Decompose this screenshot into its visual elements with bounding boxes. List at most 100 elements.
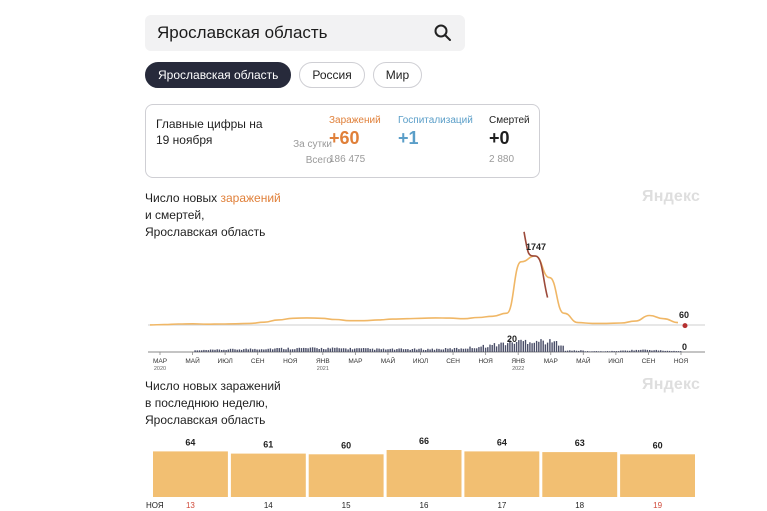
bar-value-label: 64 <box>185 437 195 447</box>
deaths-bar <box>431 348 433 352</box>
deaths-bar <box>196 350 198 352</box>
weekly-bar <box>620 454 695 497</box>
deaths-bar <box>664 350 666 352</box>
bar-value-label: 61 <box>263 440 273 450</box>
chip-world[interactable]: Мир <box>372 62 423 88</box>
deaths-bar <box>629 350 631 352</box>
chart1-title-highlight: заражений <box>220 191 281 205</box>
bar-value-label: 64 <box>497 437 507 447</box>
deaths-bar <box>349 347 351 352</box>
deaths-bar <box>657 350 660 352</box>
deaths-bar <box>593 351 595 352</box>
deaths-bar <box>325 349 327 352</box>
chart2-title: Число новых заражений в последнюю неделю… <box>145 378 281 429</box>
deaths-bar <box>600 351 602 352</box>
hospitalizations-day-value: +1 <box>398 128 419 148</box>
bar-month-label: НОЯ <box>146 501 164 510</box>
bar-value-label: 60 <box>653 440 663 450</box>
deaths-bar <box>635 349 637 352</box>
deaths-bar <box>254 348 256 352</box>
bar-category-label: 17 <box>497 501 506 510</box>
deaths-bar <box>615 351 618 352</box>
deaths-bar <box>660 350 662 352</box>
key-figures-card: Главные цифры на 19 ноября За сутки Всег… <box>145 104 540 178</box>
deaths-bar <box>666 350 669 352</box>
deaths-bar <box>646 349 649 352</box>
deaths-bar <box>305 348 307 352</box>
deaths-bar <box>546 342 549 352</box>
chart1-title-line2: и смертей, <box>145 208 205 222</box>
deaths-bar <box>453 348 456 352</box>
deaths-bar <box>416 349 418 352</box>
deaths-bar <box>247 349 249 352</box>
search-bar[interactable] <box>145 15 465 51</box>
x-tick-label: СЕН <box>642 358 656 365</box>
deaths-bar <box>285 349 287 352</box>
deaths-bar <box>413 348 416 352</box>
deaths-bar <box>407 349 409 352</box>
deaths-bar <box>300 348 303 352</box>
search-icon[interactable] <box>433 23 453 43</box>
deaths-bar <box>245 348 247 352</box>
deaths-bar <box>549 339 551 352</box>
deaths-bar <box>580 350 582 352</box>
deaths-bar <box>591 351 593 352</box>
deaths-bar <box>531 343 533 352</box>
deaths-label: Смертей <box>489 115 530 126</box>
bar-category-label: 16 <box>420 501 429 510</box>
deaths-bar <box>223 349 225 352</box>
deaths-bar <box>571 350 573 352</box>
deaths-bar <box>504 345 507 352</box>
deaths-bar <box>675 351 677 352</box>
deaths-bar <box>227 349 229 352</box>
deaths-bar <box>553 341 555 352</box>
bar-category-label: 19 <box>653 501 662 510</box>
deaths-bar <box>578 350 580 352</box>
deaths-bar <box>604 351 606 352</box>
x-tick-year: 2022 <box>512 366 524 372</box>
cases-peak-label: 1747 <box>526 242 546 252</box>
x-tick-label: ЯНВ <box>316 358 330 365</box>
deaths-bar <box>489 344 491 352</box>
deaths-bar <box>640 349 642 352</box>
deaths-bar <box>680 351 682 352</box>
deaths-bar <box>258 349 261 352</box>
weekly-bar <box>308 454 384 497</box>
deaths-bar <box>456 347 458 352</box>
row-label-total: Всего <box>305 155 332 166</box>
deaths-bar <box>606 351 609 352</box>
search-input[interactable] <box>157 23 433 43</box>
hospitalizations-column: Госпитализаций +1 <box>398 115 473 149</box>
deaths-bar <box>287 347 289 352</box>
infections-label: Заражений <box>329 115 381 126</box>
deaths-bar <box>668 350 671 352</box>
chart2-title-line1: Число новых заражений <box>145 379 281 393</box>
deaths-bar <box>236 349 238 352</box>
cases-last-label: 60 <box>679 310 689 320</box>
deaths-bar <box>484 347 487 352</box>
deaths-bar <box>493 343 496 352</box>
deaths-bar <box>218 349 221 352</box>
deaths-bar <box>535 340 538 352</box>
x-tick-label: МАЙ <box>576 356 591 365</box>
chip-russia[interactable]: Россия <box>299 62 365 88</box>
deaths-bar <box>374 349 376 352</box>
deaths-bar <box>342 348 345 352</box>
deaths-bar <box>256 349 258 352</box>
deaths-bar <box>560 345 562 352</box>
deaths-bar <box>420 348 422 352</box>
deaths-bar <box>340 348 343 352</box>
bar-category-label: 18 <box>575 501 584 510</box>
cases-line <box>149 255 679 326</box>
deaths-bar <box>507 343 509 352</box>
infections-total-value: 186 475 <box>329 154 366 165</box>
deaths-total-value: 2 880 <box>489 154 515 165</box>
deaths-bar <box>562 345 564 352</box>
deaths-bar <box>205 350 207 352</box>
deaths-bar <box>429 349 431 352</box>
chip-yaroslavl[interactable]: Ярославская область <box>145 62 292 88</box>
deaths-bar <box>480 346 482 352</box>
deaths-bar <box>269 348 272 352</box>
deaths-bar <box>471 348 473 352</box>
deaths-bar <box>613 351 615 352</box>
